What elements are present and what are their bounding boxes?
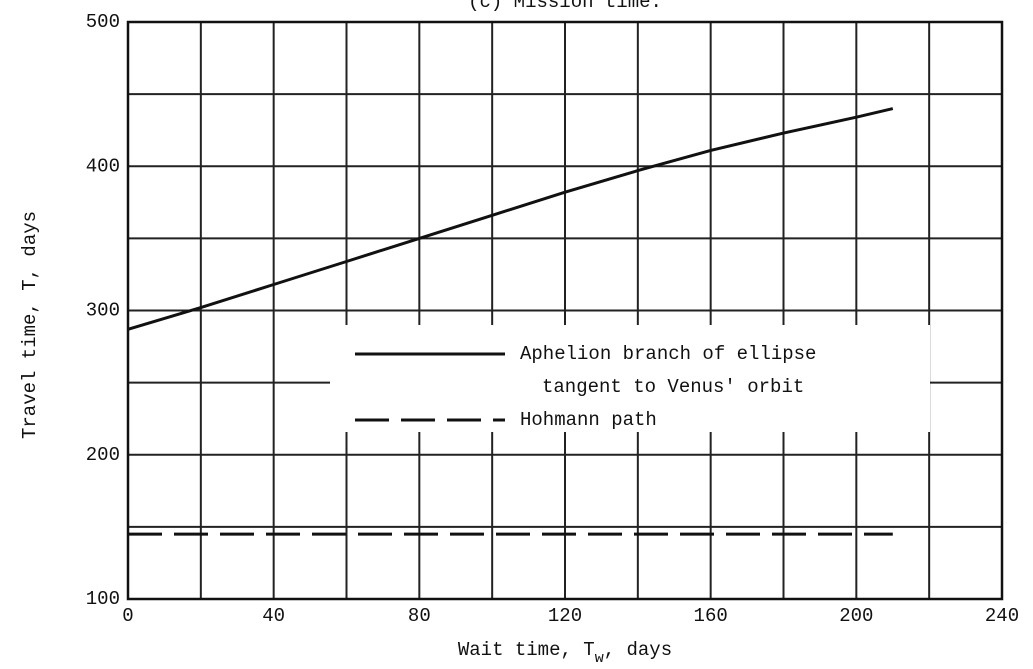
chart-title: (c) Mission time. <box>468 0 662 13</box>
legend-label: Hohmann path <box>520 409 657 431</box>
y-tick-label: 300 <box>86 300 120 322</box>
series-line <box>127 107 894 331</box>
x-axis-label-part: , days <box>604 639 672 661</box>
x-axis-label-part: Wait time, T <box>458 639 595 661</box>
legend-label: Aphelion branch of ellipse <box>520 343 816 365</box>
y-tick-label: 400 <box>86 155 120 177</box>
x-tick-label: 120 <box>548 605 582 627</box>
y-tick-label: 500 <box>86 11 120 33</box>
x-tick-label: 40 <box>262 605 285 627</box>
x-axis-label-part: w <box>595 650 604 667</box>
x-tick-label: 240 <box>985 605 1019 627</box>
x-axis-label: Wait time, Tw, days <box>458 639 672 667</box>
x-tick-label: 160 <box>694 605 728 627</box>
legend-label: tangent to Venus' orbit <box>542 376 804 398</box>
y-tick-label: 100 <box>86 588 120 610</box>
y-axis-label: Travel time, T, days <box>19 211 41 439</box>
legend-background <box>330 325 930 432</box>
plot-frame <box>126 20 1004 601</box>
x-tick-label: 80 <box>408 605 431 627</box>
y-tick-label: 200 <box>86 444 120 466</box>
x-tick-label: 200 <box>839 605 873 627</box>
x-tick-label: 0 <box>122 605 133 627</box>
